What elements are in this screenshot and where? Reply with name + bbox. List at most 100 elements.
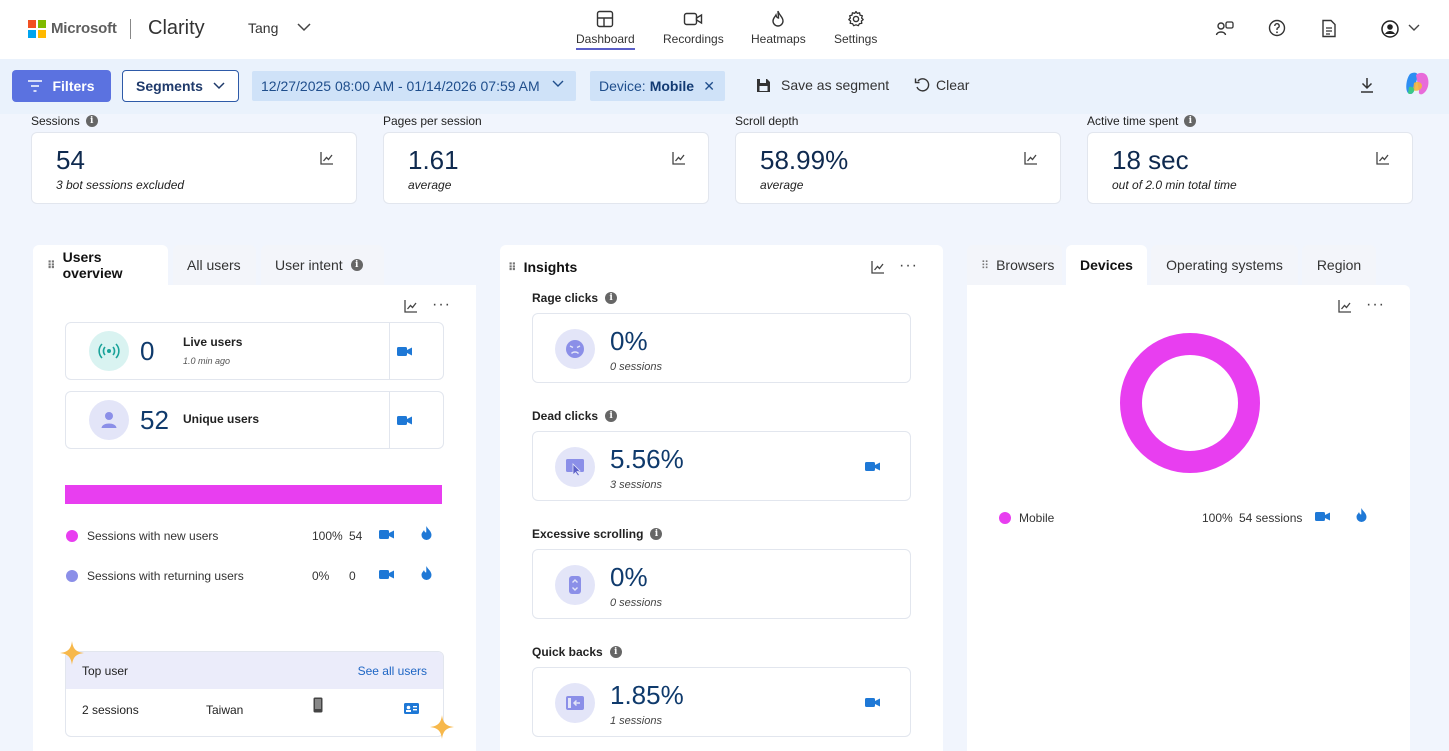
- devices-panel: [967, 285, 1410, 751]
- see-all-users-link[interactable]: See all users: [357, 664, 427, 678]
- mobile-phone-icon: [313, 697, 323, 713]
- save-segment-button[interactable]: Save as segment: [756, 77, 889, 93]
- heatmap-flame-icon[interactable]: [421, 526, 432, 540]
- insight-label-text: Quick backs: [532, 645, 603, 659]
- metric-label-text: Pages per session: [383, 114, 482, 128]
- drag-handle-icon[interactable]: ⠿: [981, 259, 989, 272]
- info-icon[interactable]: i: [350, 259, 363, 271]
- top-user-country: Taiwan: [206, 703, 244, 717]
- tab-label: All users: [187, 257, 241, 273]
- tab-users-overview[interactable]: ⠿ Users overview: [33, 245, 168, 285]
- recording-camera-icon[interactable]: [865, 697, 880, 708]
- trend-chart-icon[interactable]: [871, 260, 885, 274]
- metric-value: 58.99%: [760, 145, 849, 175]
- tab-browsers[interactable]: ⠿ Browsers: [967, 245, 1062, 285]
- trend-chart-icon[interactable]: [672, 151, 686, 165]
- insight-label-text: Excessive scrolling: [532, 527, 644, 541]
- insight-card-rage[interactable]: 0% 0 sessions: [532, 313, 911, 383]
- save-segment-label: Save as segment: [781, 77, 890, 93]
- project-selector[interactable]: Tang: [248, 20, 279, 36]
- document-icon[interactable]: [1321, 19, 1337, 38]
- metric-label-text: Sessions: [31, 114, 80, 128]
- trend-chart-icon[interactable]: [404, 299, 418, 313]
- info-icon[interactable]: i: [605, 410, 618, 422]
- legend-dot: [999, 512, 1011, 524]
- trend-chart-icon[interactable]: [1338, 299, 1352, 313]
- returning-users-pct: 0%: [312, 569, 330, 583]
- tab-label: Region: [1316, 257, 1362, 273]
- metric-label-text: Active time spent: [1087, 114, 1179, 128]
- device-filter-value: Mobile: [649, 78, 695, 94]
- share-users-icon[interactable]: [1215, 19, 1235, 39]
- info-icon[interactable]: i: [650, 528, 663, 540]
- more-options-icon[interactable]: ···: [899, 257, 918, 274]
- metric-card-scroll: 58.99% average: [735, 132, 1061, 204]
- help-icon[interactable]: [1268, 19, 1286, 37]
- nav-dashboard[interactable]: Dashboard: [576, 8, 635, 50]
- tab-all-users[interactable]: All users: [173, 245, 256, 285]
- trend-chart-icon[interactable]: [1024, 151, 1038, 165]
- tab-user-intent[interactable]: User intent i: [261, 245, 384, 285]
- insight-label-text: Rage clicks: [532, 291, 599, 305]
- legend-dot: [66, 570, 78, 582]
- close-icon[interactable]: ✕: [703, 78, 715, 94]
- recording-camera-icon[interactable]: [397, 415, 412, 426]
- nav-label: Heatmaps: [751, 32, 806, 46]
- mobile-pct: 100%: [1202, 511, 1233, 525]
- insight-card-scrolling[interactable]: 0% 0 sessions: [532, 549, 911, 619]
- live-users-label: Live users: [183, 335, 243, 349]
- insight-value: 0%: [610, 326, 648, 356]
- recording-camera-icon[interactable]: [865, 461, 880, 472]
- sparkle-icon: [430, 715, 454, 739]
- tab-devices[interactable]: Devices: [1066, 245, 1147, 285]
- info-icon[interactable]: i: [609, 646, 622, 658]
- returning-users-count: 0: [349, 569, 356, 583]
- nav-recordings[interactable]: Recordings: [663, 8, 724, 46]
- divider: [389, 322, 390, 380]
- trend-chart-icon[interactable]: [320, 151, 334, 165]
- drag-handle-icon[interactable]: ⠿: [508, 261, 517, 274]
- insight-card-quick-backs[interactable]: 1.85% 1 sessions: [532, 667, 911, 737]
- drag-handle-icon[interactable]: ⠿: [47, 259, 56, 272]
- insight-card-dead[interactable]: 5.56% 3 sessions: [532, 431, 911, 501]
- info-icon[interactable]: i: [605, 292, 618, 304]
- date-range-picker[interactable]: 12/27/2025 08:00 AM - 01/14/2026 07:59 A…: [252, 71, 576, 101]
- tab-operating-systems[interactable]: Operating systems: [1151, 245, 1298, 285]
- nav-label: Recordings: [663, 32, 724, 46]
- chevron-down-icon[interactable]: [297, 22, 311, 32]
- user-card-icon[interactable]: [404, 703, 419, 714]
- metric-value: 18 sec: [1112, 145, 1189, 175]
- account-icon[interactable]: [1381, 19, 1423, 39]
- more-options-icon[interactable]: ···: [1366, 296, 1385, 313]
- info-icon[interactable]: i: [1184, 115, 1197, 127]
- copilot-icon[interactable]: [1403, 71, 1431, 97]
- filters-button[interactable]: Filters: [12, 70, 111, 102]
- download-icon[interactable]: [1360, 77, 1374, 93]
- recording-camera-icon[interactable]: [1315, 511, 1330, 522]
- nav-label: Dashboard: [576, 32, 635, 46]
- heatmap-flame-icon[interactable]: [1356, 508, 1367, 522]
- recording-camera-icon[interactable]: [397, 346, 412, 357]
- clear-button[interactable]: Clear: [914, 77, 969, 93]
- recording-camera-icon[interactable]: [379, 569, 394, 580]
- live-users-value: 0: [140, 336, 155, 366]
- nav-heatmaps[interactable]: Heatmaps: [751, 8, 806, 46]
- date-range-value: 12/27/2025 08:00 AM - 01/14/2026 07:59 A…: [261, 78, 540, 94]
- info-icon[interactable]: i: [85, 115, 98, 127]
- metric-value: 54: [56, 145, 85, 175]
- divider: [130, 19, 131, 39]
- device-filter-chip[interactable]: Device: Mobile ✕: [590, 71, 725, 101]
- tab-region[interactable]: Region: [1302, 245, 1376, 285]
- donut-slice-mobile[interactable]: [1120, 333, 1260, 473]
- trend-chart-icon[interactable]: [1376, 151, 1390, 165]
- dashboard-icon: [596, 8, 614, 30]
- metric-label-active-time: Active time spent i: [1087, 114, 1197, 128]
- nav-settings[interactable]: Settings: [834, 8, 877, 46]
- dead-click-icon: [555, 447, 595, 487]
- insight-label-text: Dead clicks: [532, 409, 599, 423]
- recording-camera-icon[interactable]: [379, 529, 394, 540]
- chevron-down-icon: [552, 80, 564, 87]
- segments-button[interactable]: Segments: [122, 70, 239, 102]
- more-options-icon[interactable]: ···: [432, 296, 451, 313]
- heatmap-flame-icon[interactable]: [421, 566, 432, 580]
